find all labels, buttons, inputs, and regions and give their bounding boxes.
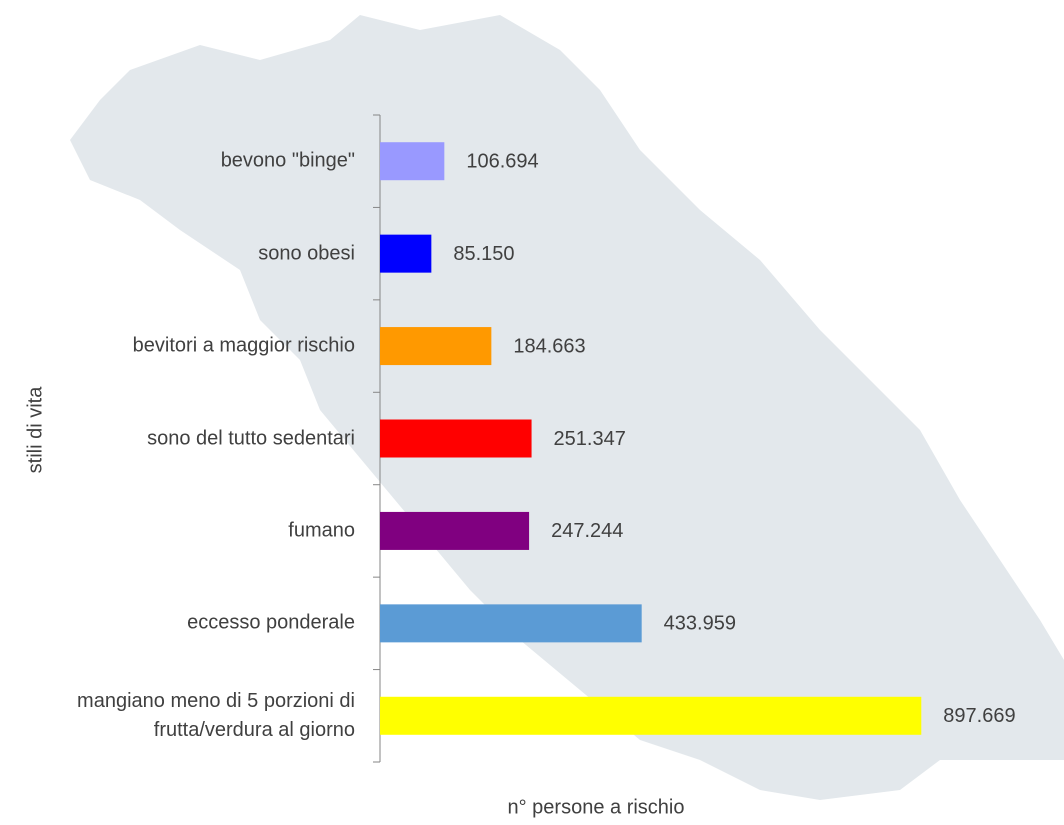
y-axis-title: stili di vita [24,386,46,474]
category-label: bevitori a maggior rischio [132,334,355,357]
bar [380,511,530,550]
category-label: mangiano meno di 5 porzioni di frutta/ve… [77,689,355,741]
bar [380,234,432,273]
category-label: sono del tutto sedentari [147,427,355,449]
value-label: 897.669 [943,705,1015,727]
bar [380,604,642,643]
value-label: 106.694 [466,150,538,172]
value-label: 247.244 [551,520,623,542]
category-label: eccesso ponderale [187,611,355,634]
bar [380,419,532,458]
category-label: bevono "binge" [220,149,355,172]
value-label: 85.150 [453,243,514,265]
x-axis-title: n° persone a rischio [508,796,685,818]
category-label: fumano [288,519,355,542]
bar [380,696,922,735]
bar [380,327,492,366]
value-label: 433.959 [664,613,736,635]
category-label: sono obesi [258,242,355,265]
value-label: 184.663 [513,335,585,357]
value-label: 251.347 [554,428,626,450]
map-background [70,15,1064,800]
bar [380,142,445,181]
